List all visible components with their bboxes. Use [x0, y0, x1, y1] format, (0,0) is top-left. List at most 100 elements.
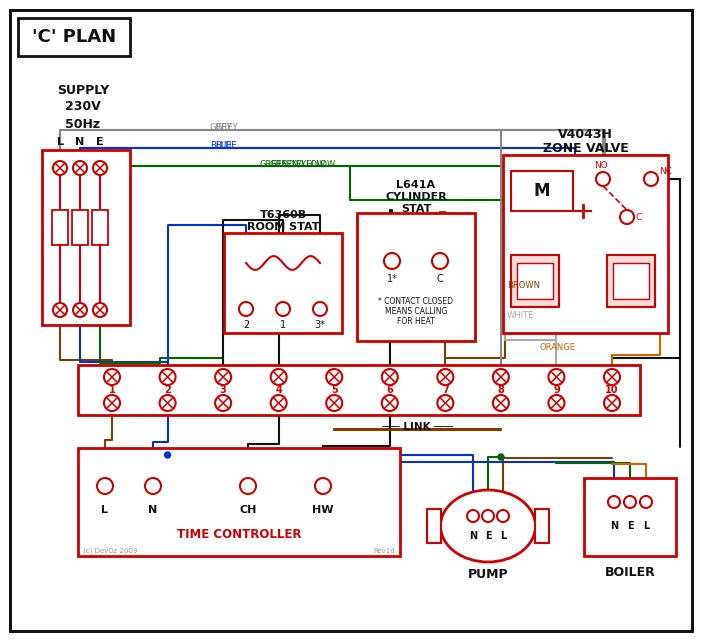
Circle shape	[326, 369, 342, 385]
Text: L: L	[102, 505, 109, 515]
Text: BOILER: BOILER	[604, 565, 656, 578]
Text: BLUE: BLUE	[210, 142, 232, 151]
Bar	[224, 233, 342, 333]
Text: ZONE VALVE: ZONE VALVE	[543, 142, 628, 154]
Bar	[72, 210, 88, 245]
Text: BROWN: BROWN	[507, 281, 540, 290]
Circle shape	[644, 172, 658, 186]
Bar	[503, 155, 668, 333]
Circle shape	[271, 395, 286, 411]
Text: GREEN/YELLOW: GREEN/YELLOW	[270, 160, 336, 169]
Text: MEANS CALLING: MEANS CALLING	[385, 306, 447, 315]
Circle shape	[432, 253, 448, 269]
Text: BLUE: BLUE	[215, 142, 237, 151]
Text: PUMP: PUMP	[468, 567, 508, 581]
Text: ORANGE: ORANGE	[540, 344, 576, 353]
Circle shape	[93, 161, 107, 175]
Text: L: L	[643, 521, 649, 531]
Text: E: E	[484, 531, 491, 541]
Text: 10: 10	[605, 385, 618, 395]
Bar	[511, 255, 559, 307]
Circle shape	[604, 369, 620, 385]
Text: 7: 7	[442, 385, 449, 395]
Bar	[18, 18, 130, 56]
Circle shape	[604, 395, 620, 411]
Text: HW: HW	[312, 505, 333, 515]
Circle shape	[93, 303, 107, 317]
Text: FOR HEAT: FOR HEAT	[397, 317, 435, 326]
Text: * CONTACT CLOSED: * CONTACT CLOSED	[378, 297, 453, 306]
Text: N: N	[148, 505, 158, 515]
Text: CYLINDER: CYLINDER	[385, 192, 447, 202]
Text: 8: 8	[498, 385, 504, 395]
Text: STAT: STAT	[401, 204, 431, 214]
Text: L641A: L641A	[397, 180, 435, 190]
Circle shape	[53, 303, 67, 317]
Text: N: N	[75, 137, 85, 147]
Circle shape	[239, 302, 253, 316]
Circle shape	[548, 369, 564, 385]
Bar	[92, 210, 108, 245]
Circle shape	[493, 369, 509, 385]
Circle shape	[596, 172, 610, 186]
Text: TIME CONTROLLER: TIME CONTROLLER	[177, 528, 301, 540]
Text: GREY: GREY	[210, 124, 232, 133]
Circle shape	[640, 496, 652, 508]
Text: 1: 1	[280, 320, 286, 330]
Circle shape	[548, 395, 564, 411]
Bar	[607, 255, 655, 307]
Text: E: E	[627, 521, 633, 531]
Bar	[613, 263, 649, 299]
Circle shape	[271, 369, 286, 385]
Text: GREEN/YELLOW: GREEN/YELLOW	[260, 160, 326, 169]
Text: SUPPLY: SUPPLY	[57, 83, 109, 97]
Bar	[427, 509, 441, 543]
Text: 2: 2	[164, 385, 171, 395]
Bar	[52, 210, 68, 245]
Text: 2: 2	[243, 320, 249, 330]
Text: 6: 6	[386, 385, 393, 395]
Circle shape	[104, 369, 120, 385]
Bar	[42, 150, 130, 325]
Text: 5: 5	[331, 385, 338, 395]
Text: 3*: 3*	[314, 320, 326, 330]
Circle shape	[498, 454, 504, 460]
Circle shape	[437, 369, 453, 385]
Text: M: M	[534, 182, 550, 200]
Text: Rev1d: Rev1d	[373, 548, 395, 554]
Text: L: L	[56, 137, 63, 147]
Text: 4: 4	[275, 385, 282, 395]
Circle shape	[313, 302, 327, 316]
Text: L: L	[500, 531, 506, 541]
Circle shape	[145, 478, 161, 494]
Circle shape	[624, 496, 636, 508]
Text: T6360B: T6360B	[260, 210, 307, 220]
Bar	[78, 448, 400, 556]
Circle shape	[382, 395, 398, 411]
Circle shape	[620, 210, 634, 224]
Text: 9: 9	[553, 385, 559, 395]
Text: C: C	[635, 213, 641, 222]
Circle shape	[497, 510, 509, 522]
Text: ─── LINK ───: ─── LINK ───	[382, 422, 453, 432]
Circle shape	[467, 510, 479, 522]
Text: NC: NC	[659, 167, 672, 176]
Circle shape	[159, 369, 176, 385]
Circle shape	[73, 303, 87, 317]
Circle shape	[240, 478, 256, 494]
Text: (c) DevOz 2009: (c) DevOz 2009	[83, 548, 138, 554]
Circle shape	[382, 369, 398, 385]
Circle shape	[97, 478, 113, 494]
Circle shape	[215, 395, 231, 411]
Bar	[511, 171, 573, 211]
Bar	[535, 509, 549, 543]
Circle shape	[53, 161, 67, 175]
Text: E: E	[96, 137, 104, 147]
Text: N: N	[610, 521, 618, 531]
Text: 1*: 1*	[387, 274, 397, 284]
Ellipse shape	[440, 490, 536, 562]
Bar	[584, 478, 676, 556]
Text: ROOM STAT: ROOM STAT	[246, 222, 319, 232]
Bar	[78, 365, 640, 415]
Circle shape	[159, 395, 176, 411]
